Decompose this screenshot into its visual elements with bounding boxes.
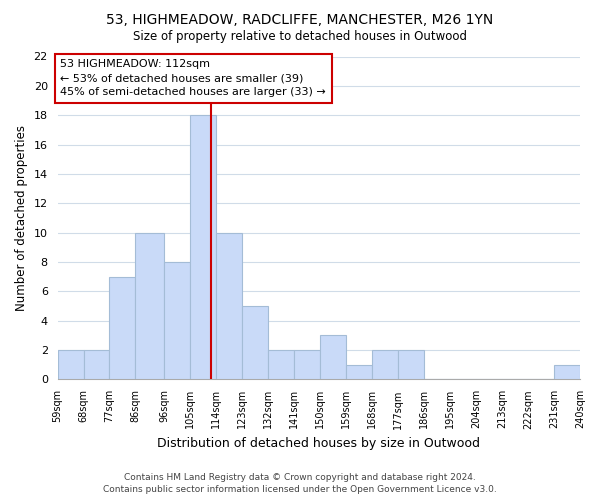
Bar xyxy=(190,115,216,380)
Text: 53, HIGHMEADOW, RADCLIFFE, MANCHESTER, M26 1YN: 53, HIGHMEADOW, RADCLIFFE, MANCHESTER, M… xyxy=(106,12,494,26)
Bar xyxy=(320,336,346,380)
Bar xyxy=(554,365,580,380)
Bar xyxy=(268,350,294,380)
Bar xyxy=(83,350,109,380)
Bar xyxy=(136,232,164,380)
Bar xyxy=(216,232,242,380)
Bar xyxy=(164,262,190,380)
Text: Size of property relative to detached houses in Outwood: Size of property relative to detached ho… xyxy=(133,30,467,43)
Bar xyxy=(372,350,398,380)
Bar xyxy=(346,365,372,380)
Y-axis label: Number of detached properties: Number of detached properties xyxy=(15,125,28,311)
X-axis label: Distribution of detached houses by size in Outwood: Distribution of detached houses by size … xyxy=(157,437,480,450)
Text: Contains HM Land Registry data © Crown copyright and database right 2024.
Contai: Contains HM Land Registry data © Crown c… xyxy=(103,472,497,494)
Bar xyxy=(398,350,424,380)
Bar xyxy=(109,276,136,380)
Bar xyxy=(294,350,320,380)
Bar xyxy=(242,306,268,380)
Bar xyxy=(58,350,83,380)
Text: 53 HIGHMEADOW: 112sqm
← 53% of detached houses are smaller (39)
45% of semi-deta: 53 HIGHMEADOW: 112sqm ← 53% of detached … xyxy=(61,60,326,98)
